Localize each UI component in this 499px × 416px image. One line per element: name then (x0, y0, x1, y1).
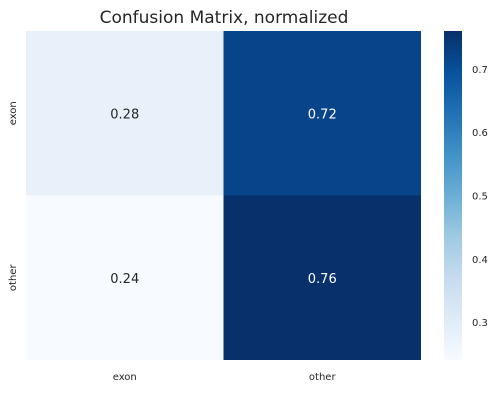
cell-value-label: 0.72 (308, 107, 337, 122)
heatmap-cell (26, 195, 224, 360)
x-tick-label: other (309, 372, 337, 383)
colorbar (444, 31, 462, 360)
colorbar-tick-labels: 0.3 0.4 0.5 0.6 0.7 (472, 65, 488, 329)
colorbar-tick-label: 0.7 (472, 65, 488, 76)
cell-value-label: 0.28 (110, 107, 139, 122)
y-tick-label: other (8, 264, 19, 292)
chart-title: Confusion Matrix, normalized (100, 8, 349, 28)
x-axis-tick-labels: exon other (113, 372, 337, 383)
cell-value-label: 0.24 (110, 272, 139, 287)
cell-value-label: 0.76 (308, 272, 337, 287)
colorbar-tick-label: 0.3 (472, 318, 488, 329)
colorbar-tick-label: 0.6 (472, 128, 488, 139)
heatmap-cell (223, 195, 421, 360)
y-axis-tick-labels: exon other (8, 101, 19, 291)
y-tick-label: exon (8, 101, 19, 125)
colorbar-tick-label: 0.4 (472, 255, 488, 266)
heatmap-cells (26, 31, 421, 360)
heatmap-cell (223, 31, 421, 196)
colorbar-tick-label: 0.5 (472, 192, 488, 203)
cell-value-labels: 0.28 0.72 0.24 0.76 (110, 107, 336, 287)
x-tick-label: exon (113, 372, 137, 383)
heatmap-cell (26, 31, 224, 196)
